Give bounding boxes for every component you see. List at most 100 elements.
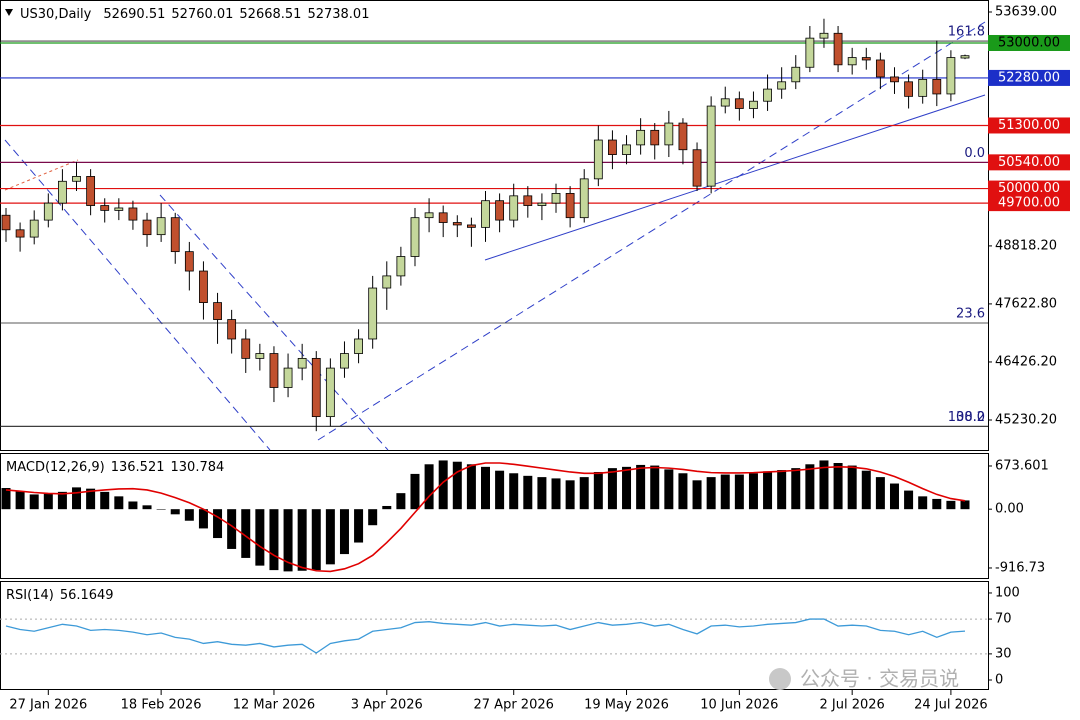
- signal-line: [5, 462, 966, 573]
- y-tick-label: 53639.00: [995, 4, 1057, 19]
- candle-body: [650, 129, 660, 146]
- candle-body: [805, 37, 815, 68]
- x-tick-label: 10 Jun 2026: [700, 698, 778, 713]
- channel-line: [4, 139, 271, 451]
- y-tick-label: 100: [995, 585, 1020, 600]
- macd-bar: [509, 473, 519, 510]
- candle-body: [875, 59, 885, 78]
- macd-bar: [904, 490, 914, 510]
- candle-body: [199, 270, 208, 303]
- rsi-line: [5, 618, 966, 654]
- candle-body: [706, 105, 716, 187]
- candle-body: [325, 367, 335, 418]
- channel-line: [159, 194, 389, 451]
- macd-bar: [86, 488, 96, 510]
- macd-bar: [255, 509, 265, 566]
- candle-body: [452, 222, 462, 226]
- candle-body: [100, 205, 110, 211]
- macd-bar: [297, 509, 307, 571]
- candle-body: [43, 202, 53, 221]
- level-label: 50540.00: [998, 155, 1060, 170]
- candle-body: [297, 357, 307, 369]
- candle-body: [227, 319, 237, 340]
- candle-body: [692, 149, 702, 187]
- watermark-icon: [769, 668, 791, 690]
- macd-bar: [918, 496, 928, 510]
- y-tick-label: 48818.20: [995, 238, 1057, 253]
- candle-body: [1, 214, 11, 231]
- macd-bar: [128, 501, 138, 510]
- candle-body: [537, 202, 547, 206]
- macd-bar: [565, 480, 575, 510]
- fib-label: 161.8: [948, 25, 985, 40]
- macd-bar: [706, 477, 716, 510]
- fib-label: 0.0: [964, 146, 985, 161]
- macd-bar: [875, 477, 885, 510]
- candle-body: [72, 176, 81, 182]
- price-panel: [0, 0, 989, 451]
- macd-bar: [15, 491, 25, 510]
- candle-body: [213, 302, 222, 320]
- chart-header: US30,Daily 52690.51 52760.01 52668.51 52738.…: [20, 7, 369, 22]
- macd-bar: [227, 509, 237, 549]
- y-tick-label: 0: [995, 672, 1003, 687]
- candle-body: [29, 219, 39, 238]
- level-label: 51300.00: [998, 118, 1060, 133]
- macd-bar: [424, 464, 434, 510]
- macd-bar: [861, 470, 871, 510]
- candle-body: [170, 217, 180, 253]
- macd-bar: [932, 498, 942, 510]
- y-tick-label: 45230.20: [995, 413, 1057, 428]
- level-label-box: [988, 69, 1070, 86]
- candle-body: [382, 275, 392, 289]
- candle-body: [255, 353, 265, 359]
- macd-bar: [889, 483, 899, 510]
- trend-lines: [4, 21, 986, 451]
- macd-bar: [607, 468, 617, 510]
- macd-bar: [791, 468, 801, 510]
- macd-bar: [734, 474, 744, 510]
- menu-arrow[interactable]: [5, 9, 13, 16]
- candle-body: [128, 207, 138, 221]
- candle-body: [86, 176, 96, 206]
- macd-bar: [579, 477, 589, 510]
- macd-bar: [29, 494, 39, 510]
- level-label-box: [988, 180, 1070, 197]
- candle-body: [890, 76, 899, 83]
- macd-bar: [382, 505, 392, 510]
- x-tick-label: 12 Mar 2026: [233, 698, 315, 713]
- candle-body: [58, 180, 67, 204]
- candle-body: [466, 224, 476, 228]
- candle-body: [551, 193, 561, 204]
- candle-body: [481, 200, 490, 228]
- macd-bar: [170, 509, 180, 515]
- level-label: 50000.00: [998, 181, 1060, 196]
- macd-bar: [142, 505, 152, 510]
- macd-bar: [664, 469, 674, 510]
- macd-bar: [495, 470, 505, 510]
- candle-body: [932, 78, 942, 95]
- close-value: 52738.01: [307, 7, 369, 22]
- macd-bar: [593, 471, 603, 510]
- candle-body: [861, 57, 871, 61]
- candle-body: [311, 357, 321, 418]
- candle-body: [156, 217, 166, 236]
- fib-base-line: [4, 159, 79, 191]
- candle-body: [608, 139, 617, 155]
- macd-label: MACD(12,26,9): [6, 460, 105, 475]
- y-tick-label: 70: [995, 612, 1012, 627]
- candle-body: [368, 287, 378, 340]
- candle-body: [622, 144, 631, 155]
- macd-bar: [551, 478, 561, 510]
- macd-bar: [325, 509, 335, 565]
- candle-body: [340, 353, 349, 369]
- candle-body: [523, 195, 533, 206]
- candle-body: [960, 55, 970, 59]
- candle-body: [424, 212, 434, 219]
- candle-body: [396, 256, 406, 277]
- level-label: 49700.00: [998, 196, 1060, 211]
- trend-line: [317, 21, 986, 441]
- macd-value: 136.521: [111, 460, 165, 475]
- watermark: 公众号 · 交易员说: [800, 667, 959, 691]
- macd-bar: [72, 487, 82, 510]
